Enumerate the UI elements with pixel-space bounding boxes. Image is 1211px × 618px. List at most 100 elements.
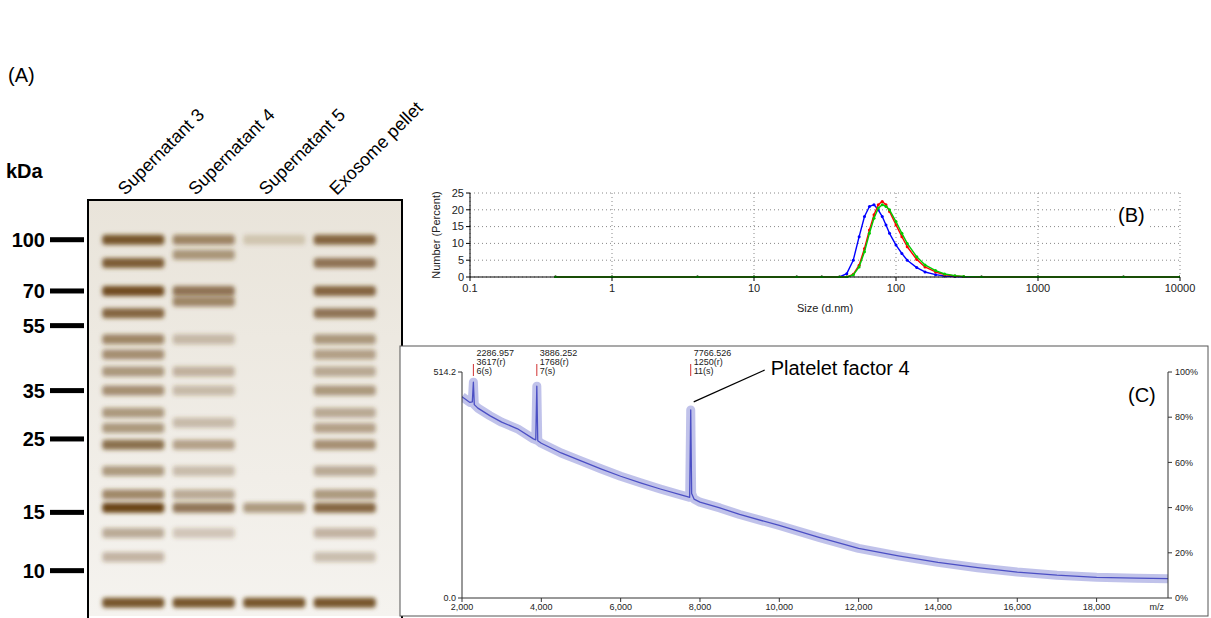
grid-line bbox=[470, 277, 1180, 278]
point bbox=[888, 208, 891, 211]
gel-band bbox=[102, 423, 164, 433]
y-tick bbox=[466, 209, 470, 210]
y2-tick-label: 80% bbox=[1175, 412, 1193, 422]
y-tick bbox=[466, 260, 470, 261]
letter-ground bbox=[1115, 202, 1149, 228]
x-tick-label: 1000 bbox=[1026, 282, 1050, 294]
x-tick bbox=[896, 277, 897, 281]
point bbox=[915, 266, 918, 269]
peak-tick bbox=[690, 364, 691, 376]
point bbox=[888, 232, 891, 235]
gel-band bbox=[314, 286, 376, 296]
x-tick-label: 4,000 bbox=[530, 602, 553, 612]
gel-band bbox=[314, 349, 376, 359]
gel-band bbox=[102, 386, 164, 396]
y2-tick-label: 0% bbox=[1175, 593, 1188, 603]
figure: (A)kDaSupernatant 3Supernatant 4Supernat… bbox=[0, 0, 1211, 618]
grid-line bbox=[1180, 193, 1181, 277]
point bbox=[923, 263, 926, 266]
gel-band bbox=[173, 440, 235, 450]
x-tick bbox=[612, 277, 613, 281]
grid-line bbox=[470, 226, 1180, 227]
y2-axis bbox=[1168, 372, 1169, 598]
point bbox=[934, 269, 937, 272]
marker-tick bbox=[50, 510, 84, 515]
gel-band bbox=[102, 258, 164, 268]
point bbox=[852, 259, 855, 262]
marker-label: 100 bbox=[12, 229, 45, 251]
grid-line bbox=[470, 209, 1180, 210]
y2-tick-label: 20% bbox=[1175, 548, 1193, 558]
gel-band bbox=[314, 408, 376, 418]
x-axis bbox=[470, 277, 1180, 278]
y-tick bbox=[466, 226, 470, 227]
gel-band bbox=[102, 366, 164, 376]
x-tick-label: 10,000 bbox=[766, 602, 794, 612]
gel-band bbox=[173, 418, 235, 428]
y-tick-label: 10 bbox=[452, 237, 464, 249]
marker-label: 25 bbox=[23, 428, 45, 450]
point bbox=[873, 217, 876, 220]
point bbox=[881, 200, 884, 203]
gel-band bbox=[173, 297, 235, 307]
panel-letter: (B) bbox=[1118, 204, 1145, 226]
gel-band bbox=[102, 286, 164, 296]
grid-line bbox=[470, 260, 1180, 261]
y2-tick-label: 40% bbox=[1175, 503, 1193, 513]
gel-band bbox=[173, 466, 235, 476]
marker-label: 10 bbox=[23, 560, 45, 582]
gel-band bbox=[173, 250, 235, 260]
point bbox=[863, 250, 866, 253]
x-axis-title: Size (d.nm) bbox=[797, 302, 853, 314]
gel-band bbox=[314, 366, 376, 376]
point bbox=[934, 273, 937, 276]
y-tick bbox=[458, 598, 462, 599]
gel-band bbox=[314, 552, 376, 562]
marker-label: 35 bbox=[23, 380, 45, 402]
y-axis-title: Number (Percent) bbox=[430, 191, 442, 278]
point bbox=[906, 242, 909, 245]
gel-band bbox=[314, 235, 376, 245]
gel-band bbox=[314, 258, 376, 268]
y2-tick bbox=[1168, 462, 1172, 463]
grid-line bbox=[612, 193, 613, 277]
gel-band bbox=[243, 235, 305, 245]
y-tick bbox=[458, 372, 462, 373]
marker-tick bbox=[50, 288, 84, 293]
y-tick-label: 5 bbox=[458, 254, 464, 266]
x-axis bbox=[462, 598, 1168, 599]
y-tick bbox=[466, 193, 470, 194]
point bbox=[852, 273, 855, 276]
x-tick bbox=[470, 277, 471, 281]
x-tick-label: 8,000 bbox=[689, 602, 712, 612]
point bbox=[943, 272, 946, 275]
x-tick-label: 2,000 bbox=[451, 602, 474, 612]
peak-info: 7(s) bbox=[540, 366, 556, 376]
y-tick-label: 15 bbox=[452, 220, 464, 232]
gel-band bbox=[173, 489, 235, 499]
series-line bbox=[555, 201, 1180, 277]
point bbox=[923, 270, 926, 273]
x-tick-label: 12,000 bbox=[845, 602, 873, 612]
point bbox=[884, 205, 887, 208]
y-tick-label: 514.2 bbox=[433, 367, 456, 377]
point bbox=[858, 235, 861, 238]
y2-tick-label: 60% bbox=[1175, 458, 1193, 468]
gel-band bbox=[102, 598, 164, 608]
gel-band bbox=[173, 503, 235, 513]
point bbox=[884, 223, 887, 226]
marker-label: 55 bbox=[23, 315, 45, 337]
marker-tick bbox=[50, 323, 84, 328]
point bbox=[881, 203, 884, 206]
gel-background bbox=[88, 200, 402, 616]
marker-tick bbox=[50, 568, 84, 573]
y2-tick bbox=[1168, 507, 1172, 508]
x-axis-title: m/z bbox=[1150, 602, 1165, 612]
x-tick-label: 10 bbox=[748, 282, 760, 294]
plot-data bbox=[462, 382, 1168, 578]
peak-info: 6(s) bbox=[476, 366, 492, 376]
point bbox=[868, 232, 871, 235]
x-tick bbox=[1180, 277, 1181, 281]
grid-line bbox=[896, 193, 897, 277]
gel-band bbox=[102, 440, 164, 450]
